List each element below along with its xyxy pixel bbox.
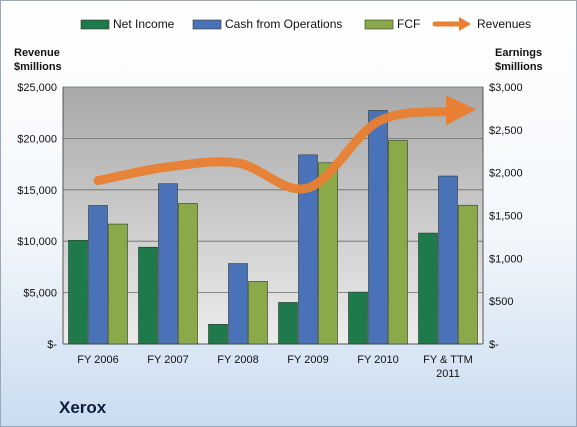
category-label: FY 2010 bbox=[357, 354, 398, 366]
legend-swatch-arrow bbox=[459, 17, 471, 31]
left-tick-label: $15,000 bbox=[17, 185, 57, 197]
bar-cash-from-operations bbox=[158, 183, 178, 345]
bar-net-income bbox=[208, 323, 228, 345]
legend-label: Revenues bbox=[477, 17, 531, 31]
bar-net-income bbox=[278, 302, 298, 345]
category-label: FY & TTM bbox=[423, 354, 473, 366]
bar-net-income bbox=[68, 240, 88, 345]
legend-swatch bbox=[80, 19, 110, 30]
legend-swatch bbox=[192, 19, 222, 30]
category-label: 2011 bbox=[436, 368, 460, 380]
category-label: FY 2008 bbox=[217, 354, 258, 366]
bar-net-income bbox=[138, 246, 158, 345]
right-tick-label: $1,000 bbox=[489, 253, 523, 265]
left-axis-title: $millions bbox=[14, 61, 62, 73]
bar-cash-from-operations bbox=[88, 205, 108, 345]
right-tick-label: $1,500 bbox=[489, 211, 523, 223]
bar-fcf bbox=[178, 203, 198, 345]
category-label: FY 2006 bbox=[77, 354, 118, 366]
left-tick-label: $10,000 bbox=[17, 236, 57, 248]
bar-cash-from-operations bbox=[298, 154, 318, 345]
bar-cash-from-operations bbox=[368, 110, 388, 345]
bar-fcf bbox=[458, 204, 478, 345]
legend-label: Net Income bbox=[113, 17, 175, 31]
plot-area bbox=[63, 87, 483, 344]
left-axis-title: Revenue bbox=[14, 47, 60, 59]
legend-label: Cash from Operations bbox=[225, 17, 342, 31]
bar-cash-from-operations bbox=[228, 263, 248, 345]
right-tick-label: $2,500 bbox=[489, 125, 523, 137]
left-tick-label: $25,000 bbox=[17, 82, 57, 94]
revenue-line bbox=[93, 106, 453, 194]
right-tick-label: $3,000 bbox=[489, 82, 523, 94]
bar-net-income bbox=[348, 291, 368, 345]
right-axis-title: $millions bbox=[495, 61, 543, 73]
category-label: FY 2007 bbox=[147, 354, 188, 366]
right-tick-label: $500 bbox=[489, 296, 513, 308]
revenue-arrowhead bbox=[446, 95, 476, 126]
category-label: FY 2009 bbox=[287, 354, 328, 366]
right-axis-title: Earnings bbox=[495, 47, 542, 59]
legend-swatch bbox=[364, 19, 394, 30]
right-tick-label: $- bbox=[489, 339, 499, 351]
bar-fcf bbox=[248, 281, 268, 345]
bar-fcf bbox=[108, 223, 128, 345]
bar-fcf bbox=[318, 162, 338, 345]
left-tick-label: $5,000 bbox=[23, 288, 57, 300]
left-tick-label: $- bbox=[47, 339, 57, 351]
left-tick-label: $20,000 bbox=[17, 133, 57, 145]
legend-label: FCF bbox=[397, 17, 420, 31]
bar-fcf bbox=[388, 140, 408, 345]
right-tick-label: $2,000 bbox=[489, 168, 523, 180]
bar-net-income bbox=[418, 232, 438, 345]
bar-cash-from-operations bbox=[438, 175, 458, 345]
company-name: Xerox bbox=[59, 398, 107, 417]
